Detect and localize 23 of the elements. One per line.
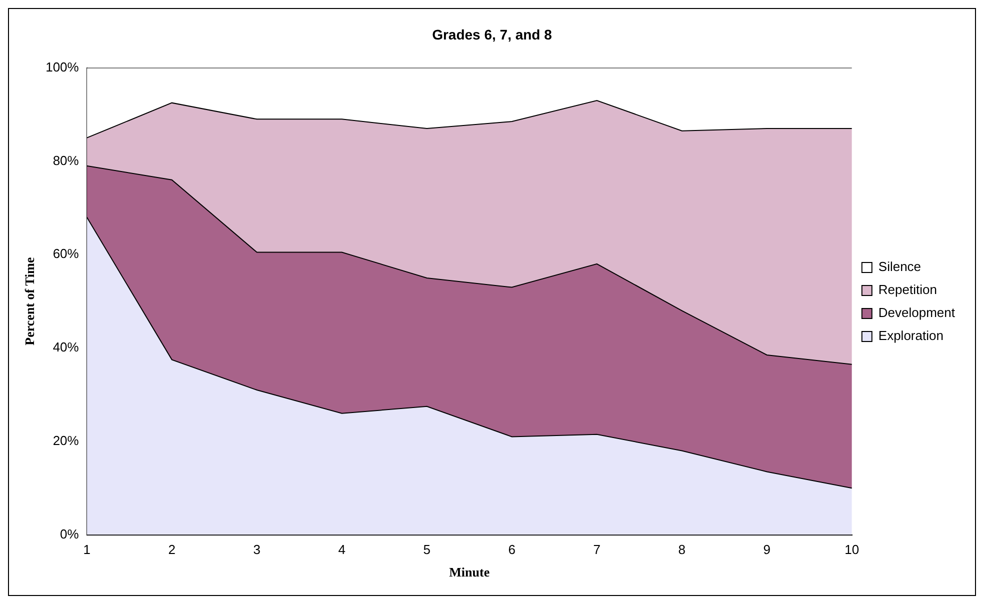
y-tick-label: 60% <box>52 246 80 262</box>
y-tick-label: 20% <box>52 432 80 448</box>
x-tick-label: 7 <box>593 542 600 558</box>
y-tick-label: 40% <box>52 340 80 355</box>
x-tick-label: 4 <box>338 542 346 558</box>
x-tick-label: 6 <box>508 542 516 558</box>
legend-label: Exploration <box>878 328 944 344</box>
x-tick-label: 1 <box>83 542 90 558</box>
x-tick-label: 3 <box>253 542 260 558</box>
x-axis-title: Minute <box>449 564 490 580</box>
legend-label: Silence <box>878 259 922 274</box>
y-tick-label: 100% <box>46 59 80 74</box>
legend-label: Development <box>878 305 956 320</box>
x-tick-label: 5 <box>423 542 430 558</box>
y-tick-label: 80% <box>52 152 80 168</box>
y-tick-label: 0% <box>60 526 80 542</box>
y-axis-title: Percent of Time <box>22 257 38 346</box>
x-tick-label: 2 <box>168 542 176 558</box>
x-tick-label: 9 <box>763 542 771 558</box>
x-tick-label: 8 <box>678 542 686 558</box>
x-tick-label: 10 <box>844 542 860 558</box>
chart-title: Grades 6, 7, and 8 <box>432 26 552 42</box>
legend-label: Repetition <box>878 282 937 298</box>
